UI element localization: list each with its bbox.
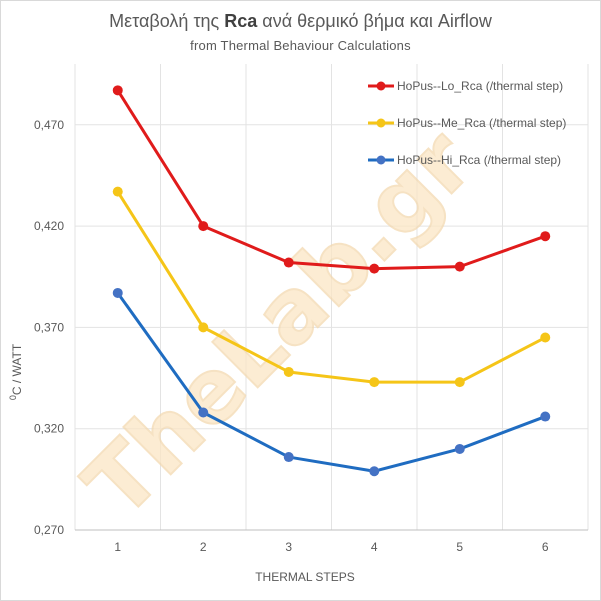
data-point-series-2 xyxy=(540,332,551,343)
x-tick-label: 4 xyxy=(371,540,378,554)
data-point-series-2 xyxy=(454,377,465,388)
y-tick-label: 0,470 xyxy=(34,118,64,132)
data-point-series-2 xyxy=(112,186,123,197)
data-point-series-2 xyxy=(283,366,294,377)
series-line-1 xyxy=(116,88,547,271)
y-tick-label: 0,320 xyxy=(34,422,64,436)
data-point-series-1 xyxy=(454,261,465,272)
x-tick-label: 5 xyxy=(456,540,463,554)
legend-label-2: HoPus--Me_Rca (/thermal step) xyxy=(397,116,566,130)
x-tick-label: 3 xyxy=(285,540,292,554)
chart-subtitle: from Thermal Behaviour Calculations xyxy=(190,38,411,53)
data-point-series-3 xyxy=(540,411,551,422)
legend-label-3: HoPus--Hi_Rca (/thermal step) xyxy=(397,153,561,167)
data-point-series-1 xyxy=(283,257,294,268)
data-point-series-1 xyxy=(198,221,209,232)
title-bold: Rca xyxy=(224,11,258,31)
series-line-3 xyxy=(116,291,547,473)
y-tick-label: 0,270 xyxy=(34,523,64,537)
data-point-series-1 xyxy=(540,231,551,242)
x-axis-title: THERMAL STEPS xyxy=(255,570,355,584)
data-point-series-2 xyxy=(198,322,209,333)
legend-label-1: HoPus--Lo_Rca (/thermal step) xyxy=(397,79,563,93)
legend-marker-3 xyxy=(376,155,386,165)
data-point-series-3 xyxy=(454,443,465,454)
legend-marker-2 xyxy=(376,118,386,128)
x-tick-label: 2 xyxy=(200,540,207,554)
y-tick-label: 0,370 xyxy=(34,320,64,334)
y-axis-title-superscript: 0 xyxy=(8,395,18,400)
data-point-series-3 xyxy=(198,407,209,418)
y-axis-title-text: C / WATT xyxy=(10,343,24,395)
y-tick-label: 0,420 xyxy=(34,219,64,233)
data-point-series-3 xyxy=(283,452,294,463)
title-suffix: ανά θερμικό βήμα και Airflow xyxy=(257,11,492,31)
data-point-series-3 xyxy=(112,287,123,298)
x-tick-label: 6 xyxy=(542,540,549,554)
legend-marker-1 xyxy=(376,81,386,91)
series-line-2 xyxy=(116,190,547,384)
watermark-logo: TheLab.gr xyxy=(65,110,492,537)
y-axis-title: 0C / WATT xyxy=(8,343,24,400)
data-point-series-1 xyxy=(112,85,123,96)
data-point-series-3 xyxy=(369,466,380,477)
x-tick-label: 1 xyxy=(114,540,121,554)
title-prefix: Μεταβολή της xyxy=(109,11,225,31)
data-point-series-1 xyxy=(369,263,380,274)
data-point-series-2 xyxy=(369,377,380,388)
chart-title: Μεταβολή της Rca ανά θερμικό βήμα και Ai… xyxy=(0,11,601,32)
